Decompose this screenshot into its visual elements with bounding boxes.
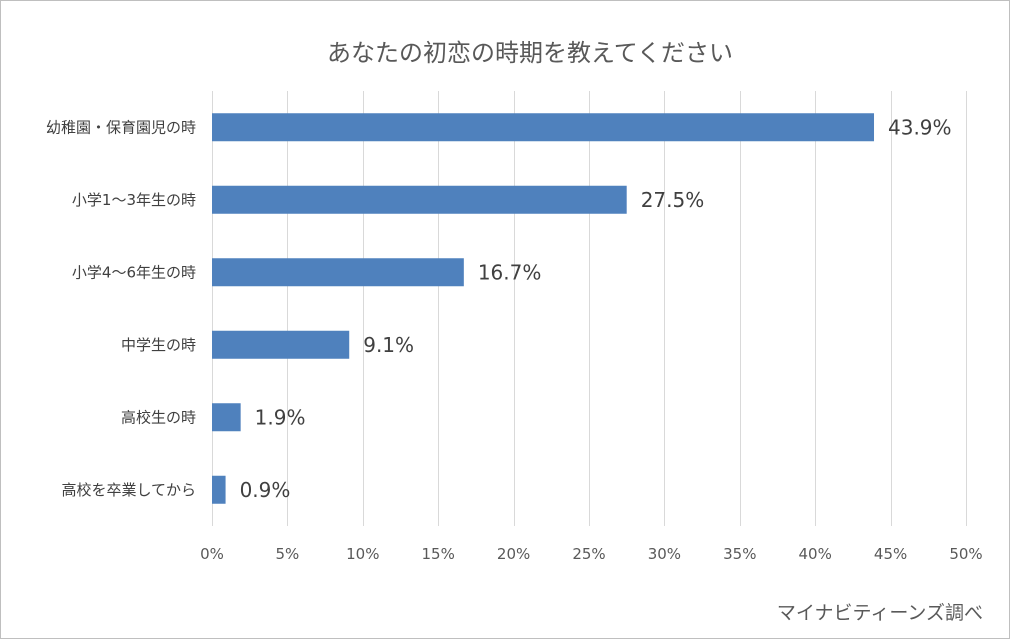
x-tick-label: 50%	[949, 545, 982, 563]
x-tick-label: 45%	[874, 545, 907, 563]
gridlines	[212, 91, 967, 526]
data-label: 9.1%	[363, 333, 414, 357]
data-label: 43.9%	[888, 115, 952, 139]
data-label: 1.9%	[255, 405, 306, 429]
x-axis-ticks: 0% 5% 10% 15% 20% 25% 30% 35% 40% 45% 50%	[200, 545, 983, 563]
x-tick-label: 40%	[799, 545, 832, 563]
data-label: 16.7%	[478, 260, 542, 284]
x-tick-label: 25%	[572, 545, 605, 563]
x-tick-label: 5%	[276, 545, 300, 563]
bar	[212, 258, 464, 287]
bars	[212, 113, 875, 504]
category-label: 小学1～3年生の時	[72, 191, 196, 209]
data-labels: 43.9% 27.5% 16.7% 9.1% 1.9% 0.9%	[240, 115, 952, 502]
category-label: 小学4～6年生の時	[72, 263, 196, 281]
category-label: 幼稚園・保育園児の時	[46, 118, 196, 136]
x-tick-label: 15%	[422, 545, 455, 563]
bar	[212, 475, 226, 504]
x-tick-label: 30%	[648, 545, 681, 563]
x-tick-label: 10%	[346, 545, 379, 563]
bar	[212, 113, 875, 142]
data-label: 0.9%	[240, 478, 291, 502]
bar	[212, 330, 350, 359]
chart-title: あなたの初恋の時期を教えてください	[327, 39, 733, 67]
x-tick-label: 20%	[497, 545, 530, 563]
source-credit: マイナビティーンズ調べ	[777, 602, 983, 624]
x-tick-label: 0%	[200, 545, 224, 563]
bar	[212, 403, 241, 432]
category-label: 高校を卒業してから	[61, 481, 196, 499]
category-label: 高校生の時	[121, 408, 196, 426]
category-labels: 幼稚園・保育園児の時小学1～3年生の時小学4～6年生の時中学生の時高校生の時高校…	[46, 118, 196, 499]
x-tick-label: 35%	[723, 545, 756, 563]
data-label: 27.5%	[641, 188, 705, 212]
bar	[212, 185, 627, 214]
category-label: 中学生の時	[121, 336, 196, 354]
